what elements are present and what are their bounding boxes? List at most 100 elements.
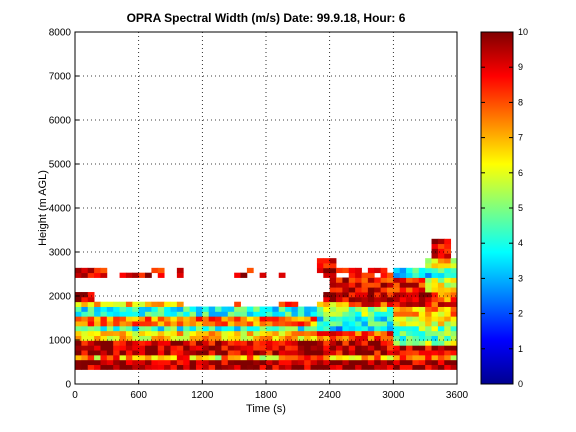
heatmap-cell [355,287,362,293]
heatmap-cell [246,330,254,336]
heatmap-cell [170,359,178,366]
heatmap-cell [418,321,426,327]
heatmap-cell [119,354,127,361]
heatmap-cell [374,340,381,346]
heatmap-cell [278,335,286,341]
heatmap-cell [304,330,311,336]
heatmap-cell [374,296,381,303]
heatmap-cell [208,335,216,341]
heatmap-cell [336,350,343,356]
heatmap-cell [329,325,337,332]
heatmap-cell [132,311,140,317]
heatmap-cell [87,306,95,312]
heatmap-cell [316,340,324,346]
heatmap-cell [81,306,89,312]
heatmap-cell [431,282,439,288]
heatmap-cell [221,306,229,312]
heatmap-cell [450,272,457,278]
heatmap-cell [87,296,95,303]
heatmap-cell [266,359,273,366]
heatmap-cell [266,340,273,346]
heatmap-cell [215,340,222,346]
heatmap-cell [329,350,337,356]
heatmap-cell [304,350,311,356]
heatmap-cell [437,238,445,245]
heatmap-cell [399,287,407,293]
heatmap-cell [278,321,286,327]
heatmap-cell [81,325,89,332]
heatmap-cell [310,340,318,346]
heatmap-cell [125,364,133,370]
heatmap-cell [246,350,254,356]
heatmap-cell [113,330,120,336]
heatmap-cell [202,340,210,346]
heatmap-cell [259,359,267,366]
heatmap-cell [444,364,452,370]
heatmap-cell [234,316,241,322]
heatmap-cell [208,350,216,356]
heatmap-cell [100,335,108,341]
heatmap-cell [75,364,82,370]
heatmap-cell [119,301,127,307]
heatmap-cell [406,296,413,303]
heatmap-cell [342,292,350,298]
heatmap-cell [246,325,254,332]
heatmap-cell [221,340,229,346]
heatmap-cell [138,330,146,336]
heatmap-cell [380,287,388,293]
heatmap-cell [393,301,401,307]
heatmap-cell [215,335,222,341]
heatmap-cell [94,359,101,366]
heatmap-cell [316,350,324,356]
heatmap-cell [170,316,178,322]
heatmap-cell [348,335,356,341]
heatmap-cell [393,335,401,341]
heatmap-cell [304,364,311,370]
heatmap-cell [310,325,318,332]
heatmap-cell [291,330,299,336]
heatmap-cell [176,364,184,370]
heatmap-cell [272,306,280,312]
heatmap-cell [285,340,292,346]
heatmap-cell [138,321,146,327]
heatmap-cell [285,354,292,361]
heatmap-cell [425,306,432,312]
heatmap-cell [234,306,241,312]
heatmap-cell [227,359,235,366]
heatmap-cell [329,321,337,327]
heatmap-cell [444,282,452,288]
heatmap-cell [234,340,241,346]
heatmap-cell [266,311,273,317]
heatmap-cell [316,267,324,274]
heatmap-cell [418,354,426,361]
heatmap-cell [246,311,254,317]
heatmap-cell [399,325,407,332]
heatmap-cell [106,306,114,312]
heatmap-cell [119,359,127,366]
heatmap-cell [183,359,190,366]
heatmap-cell [444,258,452,264]
heatmap-cell [393,287,401,293]
heatmap-cell [310,311,318,317]
heatmap-cell [132,321,140,327]
heatmap-cell [361,345,369,351]
heatmap-cell [348,287,356,293]
heatmap-cell [253,359,261,366]
heatmap-cell [348,321,356,327]
heatmap-cell [399,316,407,322]
heatmap-cell [189,364,197,370]
heatmap-cell [291,340,299,346]
heatmap-cell [386,359,394,366]
heatmap-cell [215,321,222,327]
heatmap-cell [342,277,350,283]
heatmap-cell [151,330,159,336]
heatmap-cell [450,321,457,327]
heatmap-cell [157,321,165,327]
heatmap-cell [336,306,343,312]
heatmap-cell [202,345,210,351]
heatmap-cell [374,330,381,336]
heatmap-cell [189,325,197,332]
chart-title: OPRA Spectral Width (m/s) Date: 99.9.18,… [127,11,406,25]
x-tick-label: 2400 [319,390,342,401]
heatmap-cell [94,330,101,336]
